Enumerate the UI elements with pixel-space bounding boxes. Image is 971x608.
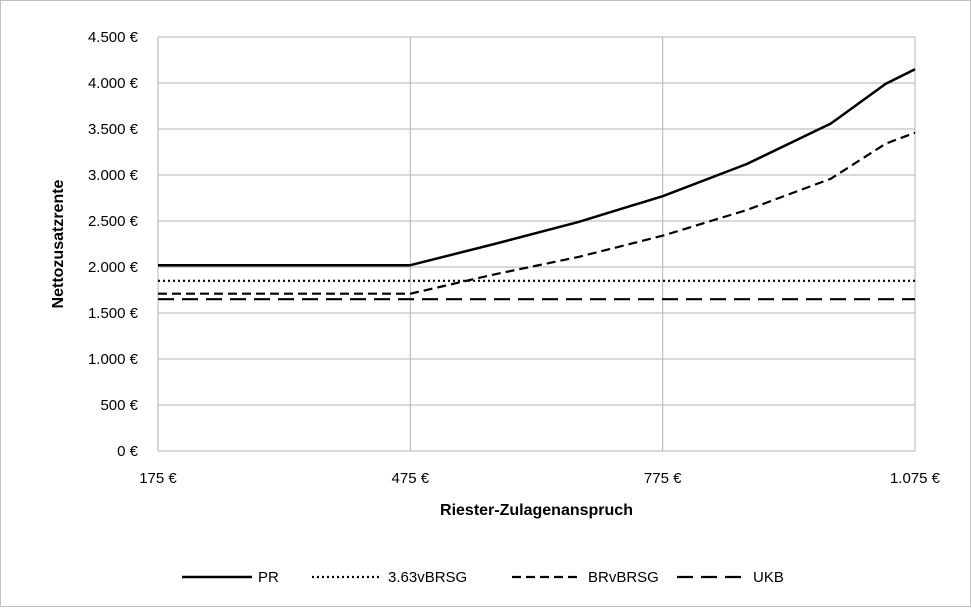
legend-label: PR: [258, 569, 279, 586]
legend-label: BRvBRSG: [588, 569, 659, 586]
y-tick-label: 3.000 €: [88, 167, 139, 184]
x-axis-title: Riester-Zulagenanspruch: [440, 502, 633, 519]
y-tick-label: 4.500 €: [88, 29, 139, 46]
legend: PR 3.63vBRSG BRvBRSG UKB: [182, 569, 784, 586]
series-line-pr: [158, 68, 916, 267]
y-tick-label: 2.000 €: [88, 259, 139, 276]
x-tick-label: 775 €: [644, 470, 682, 487]
y-tick-label: 0 €: [117, 443, 139, 460]
series-lines: [158, 68, 916, 301]
legend-label: UKB: [753, 569, 784, 586]
y-tick-label: 1.500 €: [88, 305, 139, 322]
x-tick-label: 175 €: [139, 470, 177, 487]
y-axis-ticks: 0 € 500 € 1.000 € 1.500 € 2.000 € 2.500 € 3.00…: [88, 29, 139, 460]
y-tick-label: 500 €: [100, 397, 138, 414]
series-line-brvbrsg: [158, 131, 916, 295]
x-axis-ticks: 175 € 475 € 775 € 1.075 €: [139, 470, 940, 487]
y-tick-label: 3.500 €: [88, 121, 139, 138]
legend-label: 3.63vBRSG: [388, 569, 467, 586]
x-tick-label: 475 €: [392, 470, 430, 487]
gridlines: [157, 36, 916, 452]
y-tick-label: 2.500 €: [88, 213, 139, 230]
y-tick-label: 1.000 €: [88, 351, 139, 368]
x-tick-label: 1.075 €: [890, 470, 941, 487]
y-tick-label: 4.000 €: [88, 75, 139, 92]
y-axis-title: Nettozusatzrente: [50, 179, 67, 308]
